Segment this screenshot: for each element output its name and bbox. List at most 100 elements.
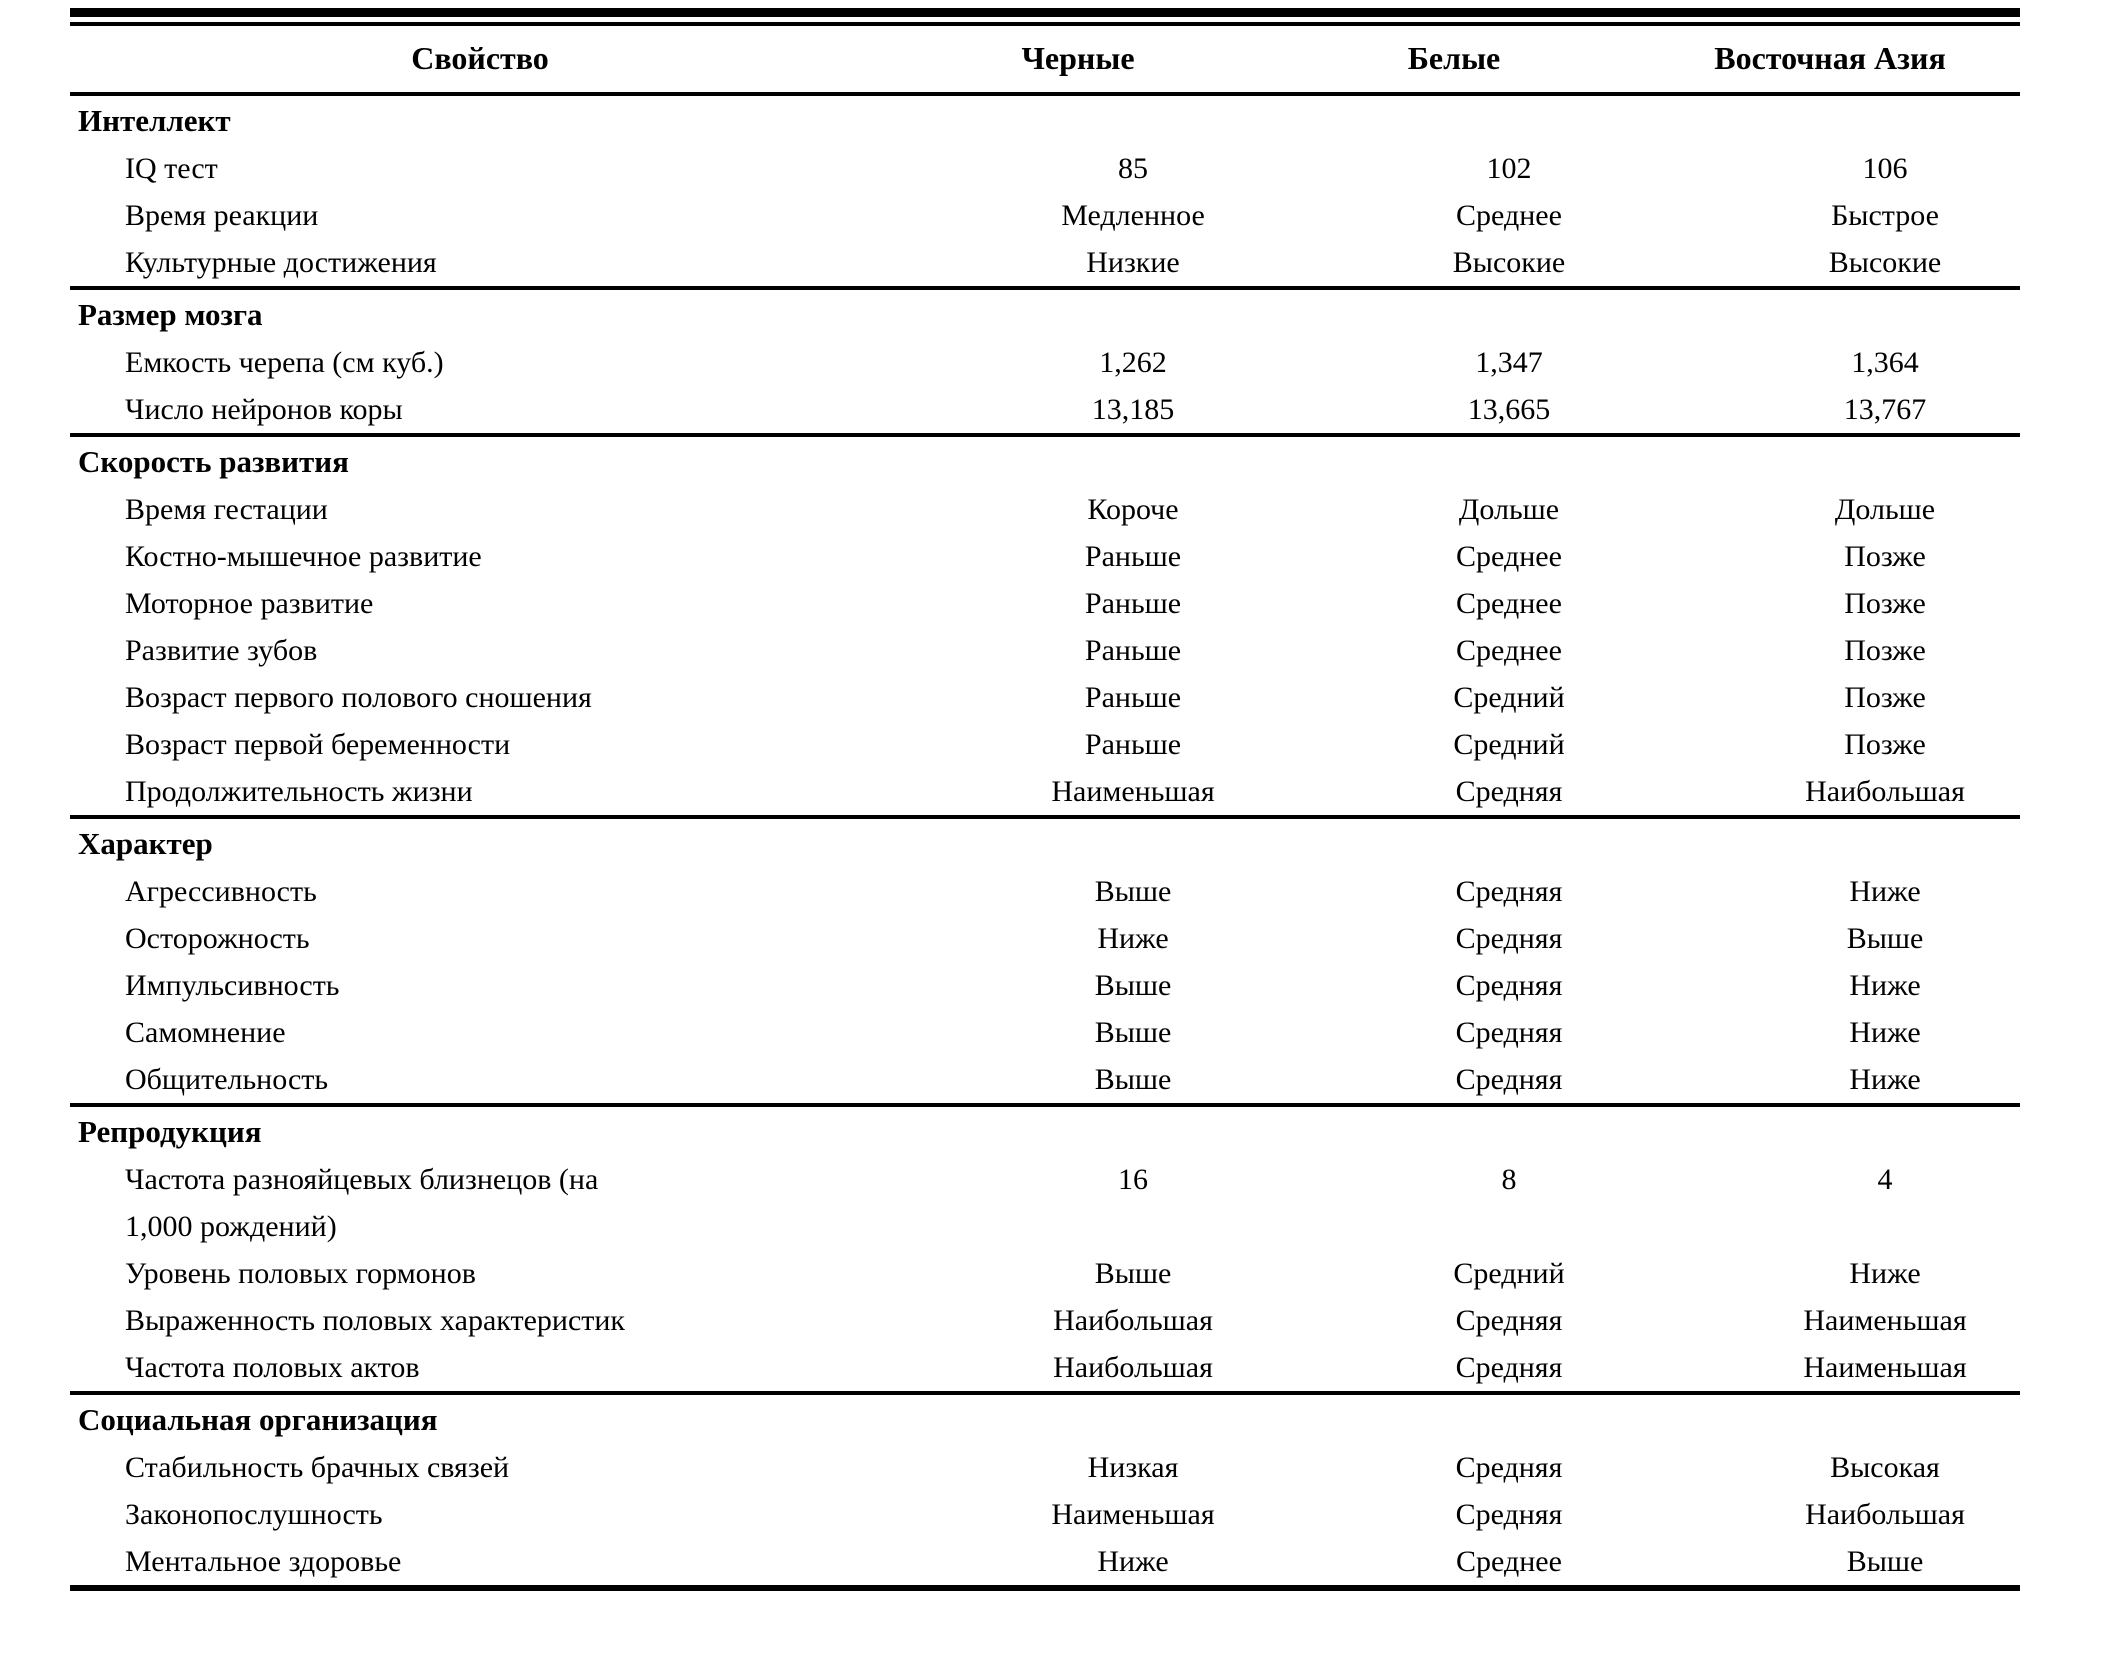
cell-value: Выше <box>1846 922 1924 955</box>
row-label: Число нейронов коры <box>125 393 403 426</box>
row-label: Возраст первого полового сношения <box>125 681 592 714</box>
cell-value: 13,185 <box>1091 393 1175 426</box>
cell-value: Дольше <box>1458 493 1560 526</box>
cell-value: Раньше <box>1084 681 1182 714</box>
cell-value: Среднее <box>1456 1545 1562 1578</box>
cell-value: Среднее <box>1456 587 1562 620</box>
table-body: Интеллект IQ тест 85 102 106 Время реакции Мед… <box>70 96 2020 1591</box>
cell-value: 85 <box>1118 152 1148 185</box>
header-rule <box>70 92 2020 96</box>
table-row: Агрессивность Выше Средняя Ниже <box>70 868 2020 915</box>
row-label: Развитие зубов <box>125 634 318 667</box>
row-label: Общительность <box>125 1063 329 1096</box>
section-title: Интеллект <box>78 103 231 138</box>
cell-value: 106 <box>1862 152 1908 185</box>
cell-value: Наименьшая <box>1803 1351 1967 1384</box>
cell-value: 13,767 <box>1843 393 1927 426</box>
bottom-rule <box>70 1585 2020 1591</box>
section-title: Репродукция <box>78 1114 262 1149</box>
cell-value: Высокая <box>1830 1451 1940 1484</box>
table-header-row: Свойство Черные Белые Восточная Азия <box>70 26 2020 92</box>
cell-value: Средняя <box>1455 922 1563 955</box>
cell-value: 4 <box>1877 1163 1893 1196</box>
row-label: Емкость черепа (см куб.) <box>125 346 444 379</box>
cell-value: Средняя <box>1455 775 1563 808</box>
section-title: Скорость развития <box>78 444 349 479</box>
row-label: Стабильность брачных связей <box>125 1451 510 1484</box>
table-row: Частота разнояйцевых близнецов (на 1,000… <box>70 1156 2020 1250</box>
row-label: Возраст первой беременности <box>125 728 511 761</box>
cell-value: Ниже <box>1849 1063 1921 1096</box>
cell-value: Медленное <box>1061 199 1205 232</box>
section-rule <box>70 1103 2020 1107</box>
cell-value: Наибольшая <box>1053 1351 1213 1384</box>
row-label: Ментальное здоровье <box>125 1545 402 1578</box>
section-title: Социальная организация <box>78 1402 438 1437</box>
cell-value: Средний <box>1453 681 1565 714</box>
table-row: Возраст первого полового сношения Раньше С… <box>70 674 2020 721</box>
table-row: Костно-мышечное развитие Раньше Среднее Поз… <box>70 533 2020 580</box>
cell-value: Раньше <box>1084 540 1182 573</box>
cell-value: Среднее <box>1456 540 1562 573</box>
table-row: Выраженность половых характеристик Наибол… <box>70 1297 2020 1344</box>
table-row: IQ тест 85 102 106 <box>70 145 2020 192</box>
table-row: Самомнение Выше Средняя Ниже <box>70 1009 2020 1056</box>
cell-value: Средняя <box>1455 1451 1563 1484</box>
cell-value: Позже <box>1844 681 1926 714</box>
cell-value: Средняя <box>1455 1304 1563 1337</box>
cell-value: Среднее <box>1456 634 1562 667</box>
table-row: Стабильность брачных связей Низкая Средняя… <box>70 1444 2020 1491</box>
row-label: Законопослушность <box>125 1498 383 1531</box>
cell-value: Выше <box>1094 875 1172 908</box>
cell-value: Позже <box>1844 728 1926 761</box>
cell-value: Ниже <box>1849 1257 1921 1290</box>
cell-value: Наибольшая <box>1053 1304 1213 1337</box>
cell-value: Наибольшая <box>1805 1498 1965 1531</box>
row-label: Частота половых актов <box>125 1351 420 1384</box>
row-label: Самомнение <box>125 1016 286 1049</box>
cell-value: Выше <box>1094 1016 1172 1049</box>
cell-value: Позже <box>1844 634 1926 667</box>
cell-value: Ниже <box>1849 969 1921 1002</box>
table-row: Продолжительность жизни Наименьшая Средняя… <box>70 768 2020 815</box>
table-row: Число нейронов коры 13,185 13,665 13,767 <box>70 386 2020 433</box>
cell-value: Наибольшая <box>1805 775 1965 808</box>
section-rule <box>70 1391 2020 1395</box>
cell-value: Выше <box>1094 969 1172 1002</box>
section-rule <box>70 815 2020 819</box>
cell-value: Высокие <box>1828 246 1942 279</box>
cell-value: Раньше <box>1084 634 1182 667</box>
table-row: Время гестации Короче Дольше Дольше <box>70 486 2020 533</box>
section-rule <box>70 433 2020 437</box>
column-header-east-asia: Восточная Азия <box>1714 40 1946 76</box>
cell-value: 16 <box>1118 1163 1148 1196</box>
table-row: Развитие зубов Раньше Среднее Позже <box>70 627 2020 674</box>
cell-value: Средняя <box>1455 875 1563 908</box>
cell-value: Средний <box>1453 728 1565 761</box>
row-label: Время гестации <box>125 493 328 526</box>
table-row: Емкость черепа (см куб.) 1,262 1,347 1,364 <box>70 339 2020 386</box>
table-row: Ментальное здоровье Ниже Среднее Выше <box>70 1538 2020 1585</box>
row-label: Костно-мышечное развитие <box>125 540 482 573</box>
cell-value: 1,364 <box>1851 346 1919 379</box>
row-label: Осторожность <box>125 922 310 955</box>
cell-value: Средняя <box>1455 1351 1563 1384</box>
cell-value: 8 <box>1501 1163 1517 1196</box>
cell-value: Средняя <box>1455 969 1563 1002</box>
cell-value: Наименьшая <box>1051 775 1215 808</box>
table-row: Возраст первой беременности Раньше Средний… <box>70 721 2020 768</box>
cell-value: 1,262 <box>1099 346 1167 379</box>
row-label: IQ тест <box>125 152 218 185</box>
cell-value: Наименьшая <box>1051 1498 1215 1531</box>
cell-value: Короче <box>1087 493 1179 526</box>
table-row: Осторожность Ниже Средняя Выше <box>70 915 2020 962</box>
cell-value: Позже <box>1844 587 1926 620</box>
cell-value: Средняя <box>1455 1063 1563 1096</box>
cell-value: Средняя <box>1455 1498 1563 1531</box>
column-header-property: Свойство <box>411 40 549 76</box>
cell-value: Выше <box>1094 1257 1172 1290</box>
cell-value: Раньше <box>1084 587 1182 620</box>
table-row: Моторное развитие Раньше Среднее Позже <box>70 580 2020 627</box>
cell-value: Ниже <box>1097 1545 1169 1578</box>
cell-value: Выше <box>1094 1063 1172 1096</box>
